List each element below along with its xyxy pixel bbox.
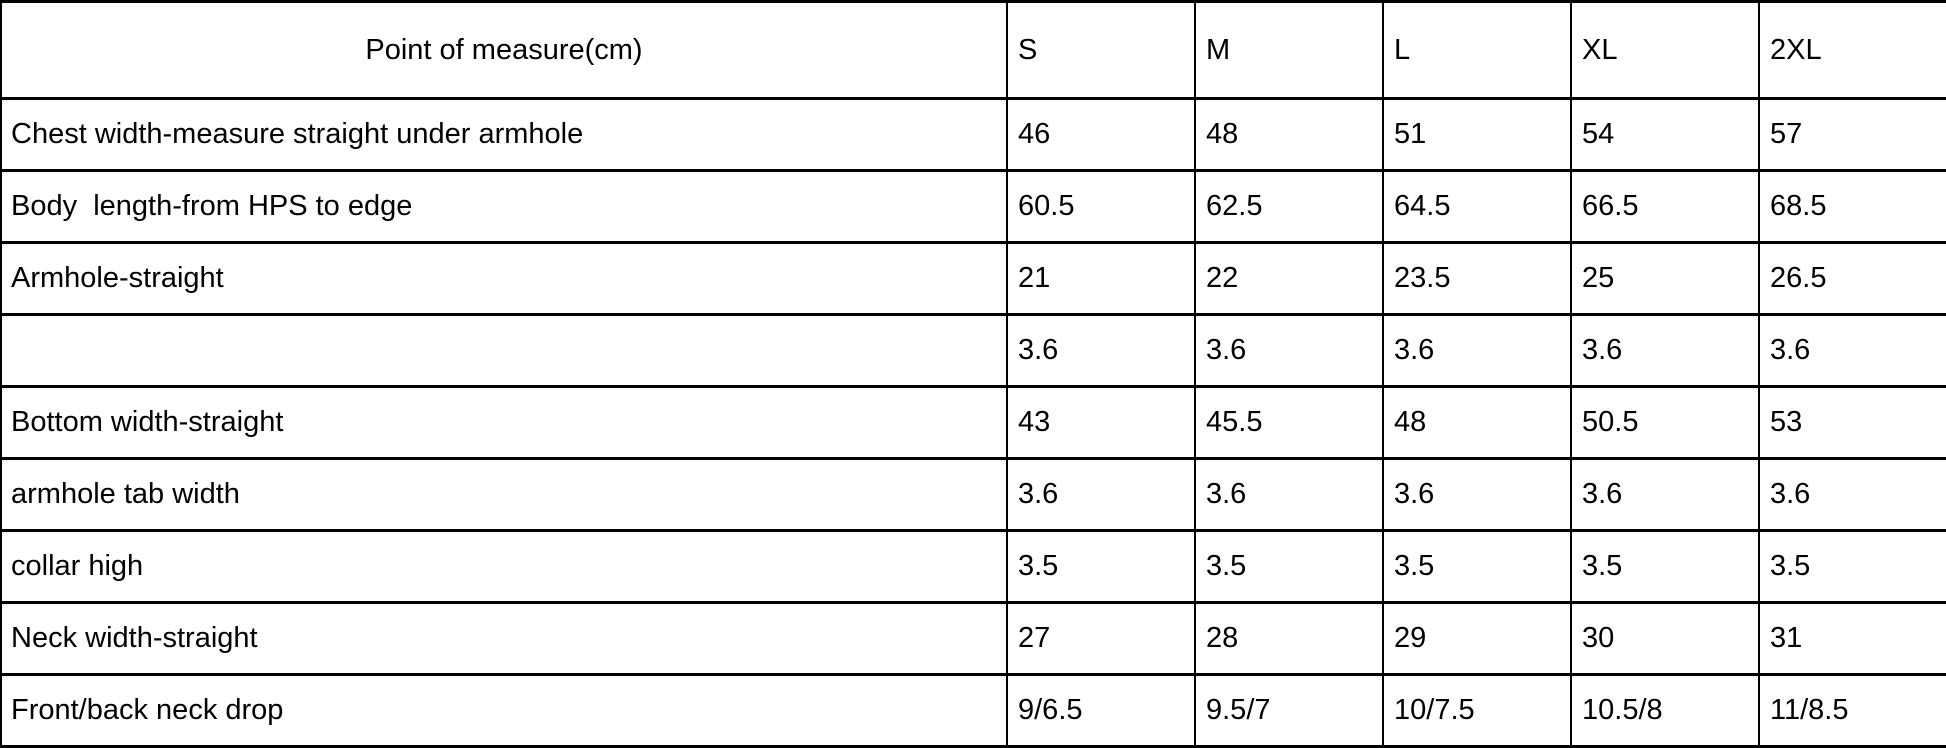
measure-value: 9/6.5 <box>1006 673 1196 748</box>
measure-label <box>0 313 1008 388</box>
measure-label: Body length-from HPS to edge <box>0 169 1008 244</box>
measure-value: 3.6 <box>1194 457 1384 532</box>
table-row: Armhole-straight 21 22 23.5 25 26.5 <box>0 241 1946 316</box>
measure-value: 29 <box>1382 601 1572 676</box>
measure-value: 60.5 <box>1006 169 1196 244</box>
table-row: Bottom width-straight 43 45.5 48 50.5 53 <box>0 385 1946 460</box>
column-header-point-of-measure: Point of measure(cm) <box>0 0 1008 100</box>
measure-value: 3.5 <box>1382 529 1572 604</box>
measure-value: 9.5/7 <box>1194 673 1384 748</box>
measure-value: 3.6 <box>1382 313 1572 388</box>
measure-value: 3.6 <box>1382 457 1572 532</box>
measure-value: 53 <box>1758 385 1946 460</box>
measure-value: 48 <box>1382 385 1572 460</box>
header-row: Point of measure(cm) S M L XL 2XL <box>0 0 1946 100</box>
table-row: collar high 3.5 3.5 3.5 3.5 3.5 <box>0 529 1946 604</box>
measure-value: 3.6 <box>1570 313 1760 388</box>
table-row: 3.6 3.6 3.6 3.6 3.6 <box>0 313 1946 388</box>
measure-label: Armhole-straight <box>0 241 1008 316</box>
measure-value: 66.5 <box>1570 169 1760 244</box>
measure-label: Bottom width-straight <box>0 385 1008 460</box>
measure-value: 28 <box>1194 601 1384 676</box>
measure-value: 10/7.5 <box>1382 673 1572 748</box>
measure-value: 3.6 <box>1194 313 1384 388</box>
measure-value: 23.5 <box>1382 241 1572 316</box>
table-row: Neck width-straight 27 28 29 30 31 <box>0 601 1946 676</box>
table-row: Front/back neck drop 9/6.5 9.5/7 10/7.5 10.5… <box>0 673 1946 748</box>
measure-value: 62.5 <box>1194 169 1384 244</box>
measure-value: 43 <box>1006 385 1196 460</box>
measure-value: 3.5 <box>1194 529 1384 604</box>
measure-value: 48 <box>1194 97 1384 172</box>
measure-value: 11/8.5 <box>1758 673 1946 748</box>
size-table-body: Chest width-measure straight under armho… <box>0 97 1946 748</box>
measure-value: 3.6 <box>1006 313 1196 388</box>
measure-value: 3.6 <box>1758 457 1946 532</box>
measure-value: 26.5 <box>1758 241 1946 316</box>
measure-value: 64.5 <box>1382 169 1572 244</box>
measure-label: armhole tab width <box>0 457 1008 532</box>
measure-value: 51 <box>1382 97 1572 172</box>
measure-value: 3.6 <box>1570 457 1760 532</box>
measure-value: 68.5 <box>1758 169 1946 244</box>
measure-value: 3.5 <box>1758 529 1946 604</box>
measure-value: 3.6 <box>1758 313 1946 388</box>
measure-value: 3.5 <box>1006 529 1196 604</box>
table-row: armhole tab width 3.6 3.6 3.6 3.6 3.6 <box>0 457 1946 532</box>
measure-value: 57 <box>1758 97 1946 172</box>
column-header-size-2xl: 2XL <box>1758 0 1946 100</box>
column-header-size-m: M <box>1194 0 1384 100</box>
measure-value: 3.5 <box>1570 529 1760 604</box>
measure-label: Neck width-straight <box>0 601 1008 676</box>
measure-value: 3.6 <box>1006 457 1196 532</box>
measure-value: 22 <box>1194 241 1384 316</box>
table-row: Chest width-measure straight under armho… <box>0 97 1946 172</box>
measure-value: 21 <box>1006 241 1196 316</box>
measure-value: 10.5/8 <box>1570 673 1760 748</box>
column-header-size-s: S <box>1006 0 1196 100</box>
table-row: Body length-from HPS to edge 60.5 62.5 64.5… <box>0 169 1946 244</box>
measure-value: 31 <box>1758 601 1946 676</box>
measure-label: Chest width-measure straight under armho… <box>0 97 1008 172</box>
measure-value: 27 <box>1006 601 1196 676</box>
measure-label: Front/back neck drop <box>0 673 1008 748</box>
measure-value: 54 <box>1570 97 1760 172</box>
column-header-size-xl: XL <box>1570 0 1760 100</box>
measure-label: collar high <box>0 529 1008 604</box>
measure-value: 46 <box>1006 97 1196 172</box>
measure-value: 25 <box>1570 241 1760 316</box>
measure-value: 50.5 <box>1570 385 1760 460</box>
column-header-size-l: L <box>1382 0 1572 100</box>
measure-value: 30 <box>1570 601 1760 676</box>
measure-value: 45.5 <box>1194 385 1384 460</box>
